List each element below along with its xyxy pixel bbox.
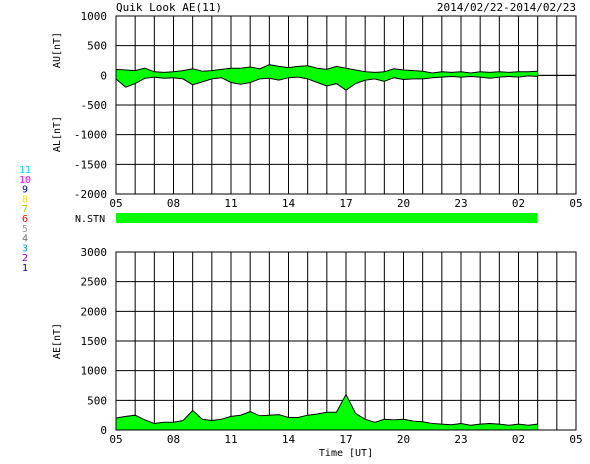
xtick-label: 02 [512,433,525,446]
au-al-fill [116,64,538,91]
au-al-xtick-labels: 05 08 11 14 17 20 23 02 05 [109,197,582,210]
ytick-label: 2000 [81,305,108,318]
xtick-label: 08 [167,433,180,446]
ytick-label: 3000 [81,246,108,259]
station-legend-item: 3 [22,243,28,254]
au-axis-label: AU[nT] [52,32,63,68]
station-legend-item: 5 [22,224,28,235]
ytick-label: 1000 [81,10,108,23]
al-axis-label: AL[nT] [52,116,63,152]
xtick-label: 20 [397,433,410,446]
xtick-label: 05 [569,433,582,446]
ytick-label: -1000 [74,129,107,142]
station-legend-item: 10 [19,175,31,186]
xtick-label: 11 [224,433,237,446]
station-coverage-bar [116,213,538,223]
xtick-label: 17 [339,433,352,446]
xtick-label: 20 [397,197,410,210]
au-al-grid [116,16,576,194]
station-legend-item: 11 [19,165,31,176]
au-al-frame [115,15,577,195]
au-trace [115,64,538,74]
xtick-label: 08 [167,197,180,210]
xtick-label: 02 [512,197,525,210]
ytick-label: 1000 [81,365,108,378]
ytick-label: -500 [81,99,108,112]
xtick-label: 05 [109,197,122,210]
ae-axis-label: AE[nT] [52,323,63,359]
station-legend-item: 7 [22,204,28,215]
au-al-ytick-labels: 1000 500 0 -500 -1000 -1500 -2000 [74,10,107,201]
station-legend-item: 1 [22,263,28,274]
station-legend-item: 4 [22,234,28,245]
al-trace [115,75,538,91]
ytick-label: 1500 [81,335,108,348]
xtick-label: 11 [224,197,237,210]
xtick-label: 14 [282,197,296,210]
ytick-label: 500 [87,394,107,407]
ytick-label: -2000 [74,188,107,201]
xtick-label: 05 [569,197,582,210]
station-label: N.STN [75,214,105,225]
xtick-label: 23 [454,433,467,446]
ae-frame [115,251,577,431]
station-legend-item: 6 [22,214,28,225]
ae-xtick-labels: 05 08 11 14 17 20 23 02 05 [109,433,582,446]
xtick-label: 23 [454,197,467,210]
ytick-label: 0 [100,424,107,437]
ae-grid [116,252,576,430]
xtick-label: 05 [109,433,122,446]
xtick-label: 14 [282,433,296,446]
ytick-label: 0 [100,69,107,82]
ytick-label: 500 [87,40,107,53]
au-al-panel: 1000 500 0 -500 -1000 -1500 -2000 05 08 11 14 17 20… [52,10,583,210]
xtick-label: 17 [339,197,352,210]
ae-ytick-labels: 3000 2500 2000 1500 1000 500 0 [81,246,108,437]
station-legend-item: 8 [22,194,28,205]
station-legend-item: 9 [22,185,28,196]
ae-trace [115,393,538,426]
date-range: 2014/02/22-2014/02/23 [437,1,576,14]
ytick-label: -1500 [74,158,107,171]
ytick-label: 2500 [81,276,108,289]
time-axis-label: Time [UT] [319,448,373,459]
figure-title: Quik Look AE(11) [116,1,222,14]
station-legend-item: 2 [22,253,28,264]
